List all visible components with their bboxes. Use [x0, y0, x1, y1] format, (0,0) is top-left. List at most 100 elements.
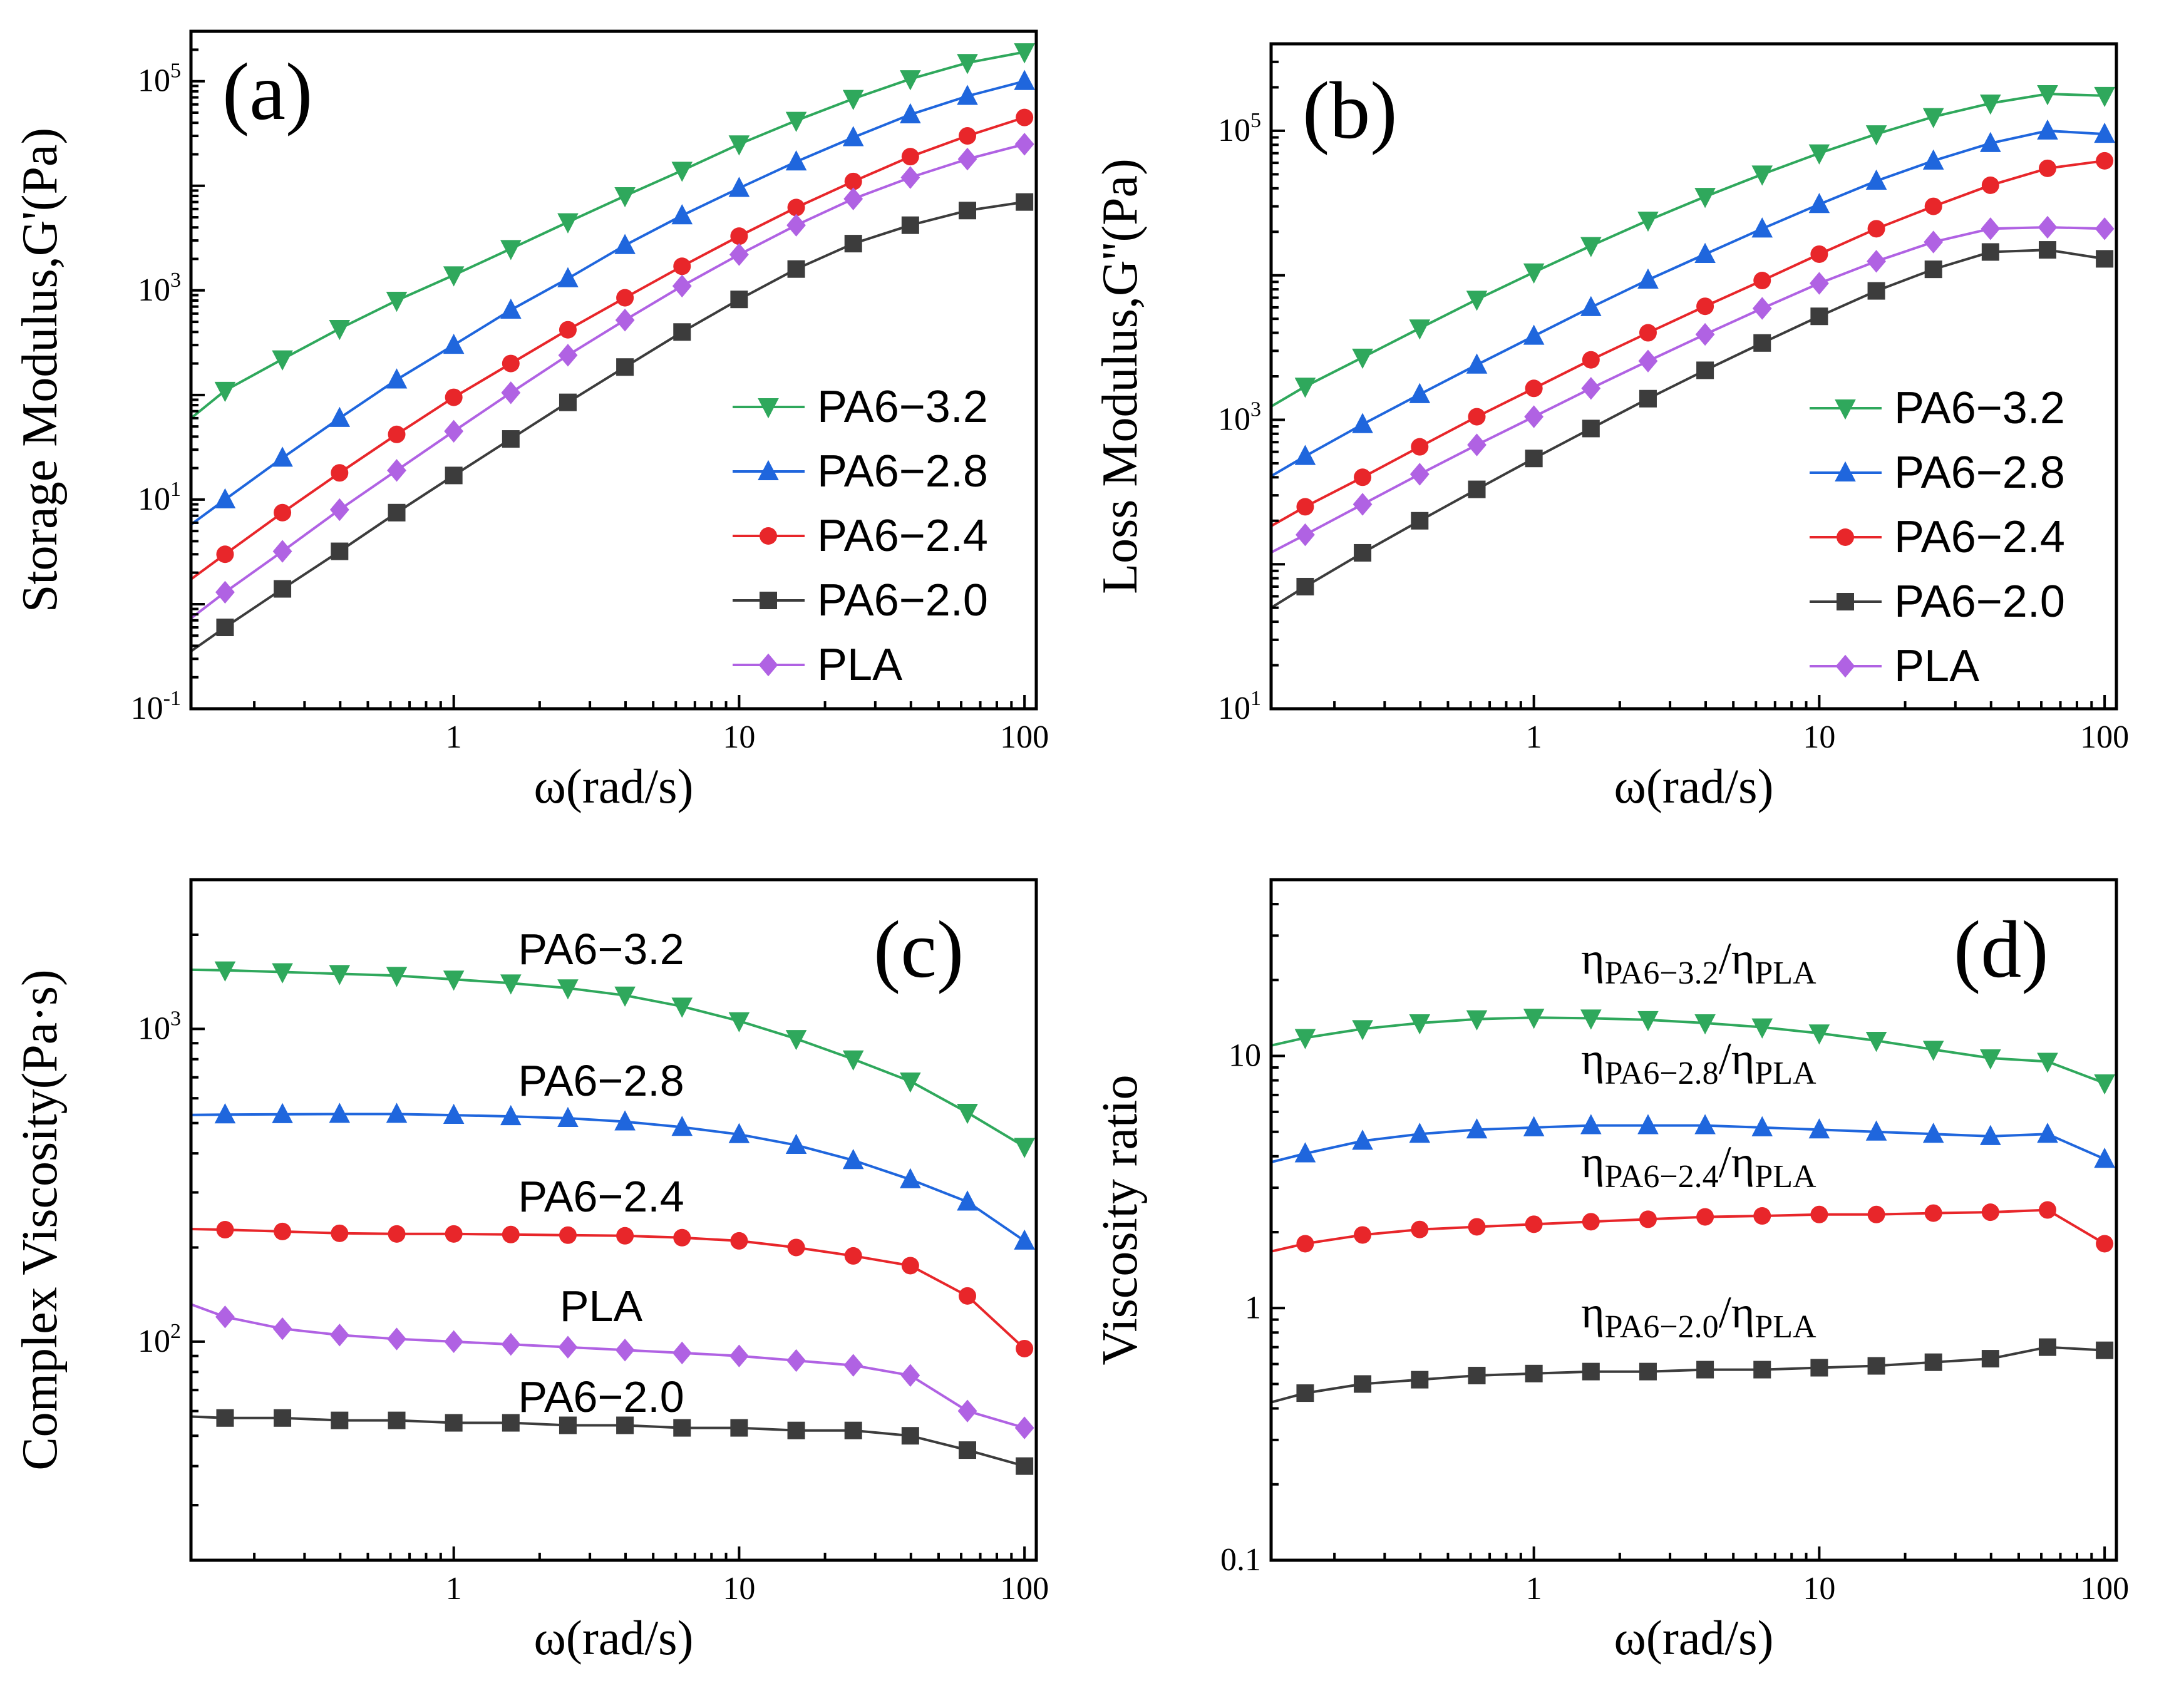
data-point: [1240, 613, 1257, 630]
data-point: [2039, 159, 2057, 177]
series-PLA: [1271, 215, 2115, 554]
data-point: [673, 323, 691, 341]
data-point: [1240, 1248, 1257, 1265]
data-point: [559, 1226, 577, 1244]
data-point: [1014, 1416, 1034, 1439]
plot-frame: [1269, 878, 2118, 1562]
data-point: [443, 266, 465, 287]
data-point: [1865, 1120, 1887, 1141]
data-point: [272, 963, 293, 984]
data-point: [959, 1287, 977, 1305]
data-point: [388, 503, 406, 522]
data-point: [2038, 215, 2058, 239]
y-tick-label: 10-1: [131, 687, 181, 726]
data-point: [158, 428, 179, 448]
data-point: [272, 1103, 293, 1123]
y-tick-label: 101: [138, 478, 181, 517]
data-point: [1751, 217, 1773, 238]
data-point: [844, 1421, 862, 1439]
data-point: [1753, 272, 1771, 290]
data-point: [730, 227, 748, 245]
data-point: [842, 1050, 864, 1071]
data-point: [1466, 1118, 1488, 1139]
data-point: [728, 1012, 750, 1032]
data-point: [1810, 1359, 1828, 1377]
data-point: [2039, 1201, 2057, 1219]
y-axis-title: Viscosity ratio: [1093, 1074, 1148, 1365]
data-point: [274, 503, 292, 522]
y-axis-title: Storage Modulus,G'(Pa): [13, 128, 68, 612]
data-point: [2039, 1338, 2057, 1356]
data-point: [901, 1257, 919, 1275]
data-point: [215, 1305, 235, 1329]
series-annotation: PA6−2.4: [518, 1172, 684, 1221]
data-point: [1981, 1203, 1999, 1222]
data-point: [785, 1133, 807, 1154]
legend-marker: [1837, 528, 1854, 546]
series-PA6-2.4: [1271, 152, 2114, 528]
legend-marker: [758, 398, 779, 419]
plot-frame: [189, 29, 1038, 711]
data-point: [614, 234, 636, 254]
data-point: [1696, 1361, 1714, 1379]
data-point: [1867, 1357, 1885, 1375]
data-point: [786, 1349, 806, 1372]
series-PA6-2.0: [1240, 241, 2114, 630]
data-point: [1409, 1014, 1431, 1035]
data-point: [957, 1104, 978, 1124]
legend-label: PA6−3.2: [1894, 383, 2065, 433]
series-PA6-2.0: [191, 1409, 1034, 1475]
data-point: [557, 267, 579, 287]
data-point: [274, 1222, 292, 1240]
data-point: [616, 289, 634, 307]
data-point: [1696, 297, 1714, 316]
data-point: [1296, 1235, 1314, 1253]
series-line: [191, 968, 1026, 1148]
data-point: [673, 1419, 691, 1437]
data-point: [1639, 1362, 1657, 1381]
data-point: [331, 464, 349, 482]
ratio-annotation: ηPA6−3.2/ηPLA: [1581, 934, 1816, 991]
data-point: [557, 979, 579, 1000]
legend-marker: [1835, 461, 1856, 481]
data-point: [1924, 1204, 1942, 1222]
data-point: [673, 1228, 691, 1247]
data-point: [1924, 260, 1942, 279]
data-point: [1580, 237, 1602, 257]
data-point: [1582, 419, 1600, 438]
data-point: [1409, 383, 1431, 403]
data-point: [1468, 480, 1486, 498]
legend-item: PLA: [1810, 641, 1979, 691]
data-point: [214, 381, 236, 403]
y-tick-label: 105: [138, 59, 181, 99]
data-point: [1980, 131, 2001, 152]
series-PA6-2.8: [1271, 1114, 2115, 1168]
data-point: [388, 1411, 406, 1429]
data-point: [2096, 1341, 2114, 1359]
data-point: [558, 344, 578, 367]
x-tick-label: 1: [446, 719, 462, 755]
x-axis-title: ω(rad/s): [1614, 1610, 1774, 1665]
data-point: [1751, 165, 1773, 186]
data-point: [959, 202, 977, 220]
data-point: [1296, 523, 1315, 547]
series-line: [191, 1303, 1025, 1429]
y-tick-label: 0.1: [1220, 1542, 1261, 1578]
data-point: [1694, 1014, 1716, 1035]
data-point: [159, 1285, 178, 1307]
data-point: [787, 1421, 805, 1439]
data-point: [1411, 438, 1429, 456]
data-point: [557, 213, 579, 234]
data-point: [901, 148, 919, 166]
data-point: [1014, 133, 1034, 156]
series-annotation: PLA: [560, 1282, 643, 1330]
data-point: [614, 1110, 636, 1131]
x-tick-label: 10: [1803, 719, 1835, 755]
data-point: [2094, 122, 2115, 143]
series-line: [1271, 1124, 2105, 1164]
plot-area: [158, 43, 1035, 653]
data-point: [387, 1327, 406, 1350]
data-point: [445, 1225, 463, 1243]
data-point: [615, 1339, 635, 1362]
data-point: [1696, 1208, 1714, 1226]
